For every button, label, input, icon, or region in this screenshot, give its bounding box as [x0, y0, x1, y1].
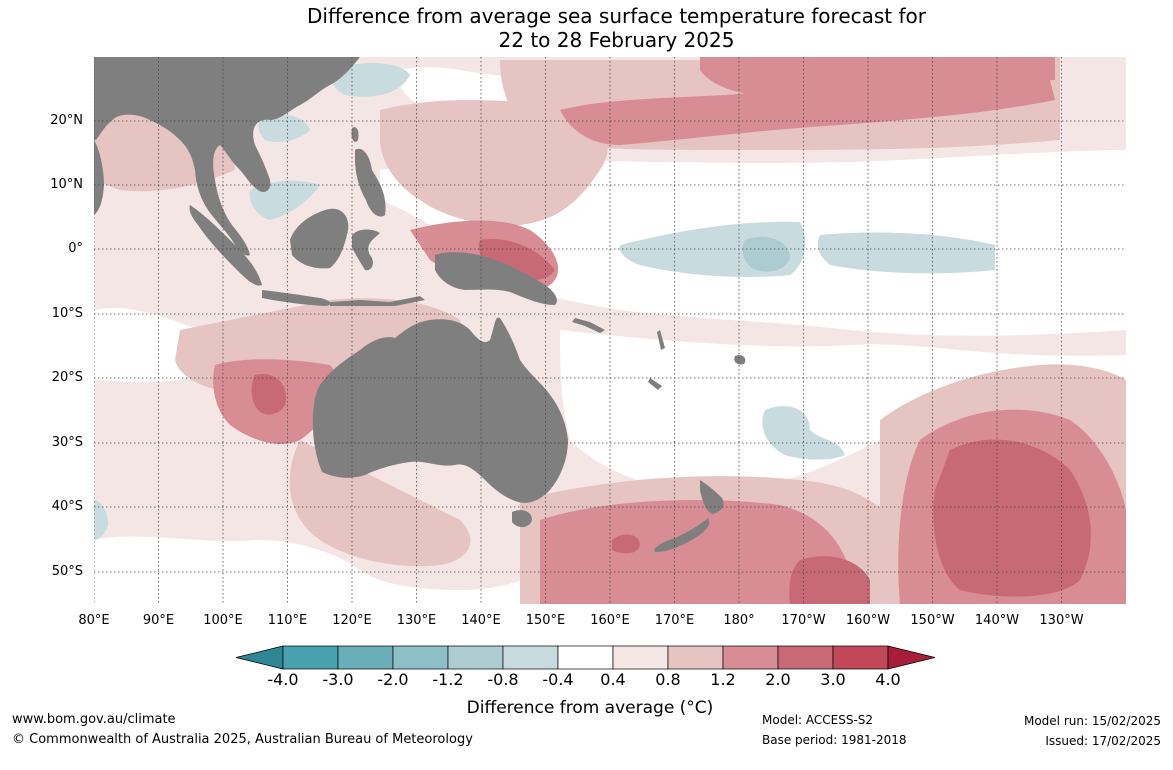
colorbar-tick-label: -1.2 [432, 670, 464, 689]
map-field [94, 57, 1126, 604]
colorbar-tick-label: 1.2 [710, 670, 736, 689]
longitude-label: 130°W [1039, 613, 1084, 628]
anomaly-cool-region [258, 114, 310, 142]
anomaly-cool-region [762, 406, 845, 460]
base-period: Base period: 1981-2018 [762, 733, 907, 747]
colorbar-segment [722, 645, 779, 670]
colorbar-tick-label: -0.8 [487, 670, 519, 689]
anomaly-strong-warm-region [251, 374, 286, 415]
model-run-date: Model run: 15/02/2025 [1023, 714, 1161, 728]
longitude-label: 80°E [78, 613, 110, 628]
longitude-label: 90°E [142, 613, 175, 628]
longitude-label: 100°E [203, 613, 243, 628]
anomaly-strong-warm-region [933, 439, 1091, 597]
latitude-label: 0° [68, 241, 83, 256]
longitude-label: 170°E [654, 613, 695, 628]
colorbar-tick-label: 0.8 [655, 670, 681, 689]
colorbar-extension-high [887, 645, 936, 670]
tasmania [512, 510, 532, 528]
vanuatu [657, 330, 665, 350]
graticule [94, 57, 1126, 604]
new-caledonia [648, 378, 662, 390]
colorbar-segment [832, 645, 889, 670]
taiwan [351, 127, 359, 142]
latitude-label: 20°N [50, 113, 83, 128]
anomaly-warm-region [700, 57, 1055, 96]
colorbar-tick-label: -3.0 [322, 670, 354, 689]
asia-mainland [94, 57, 360, 256]
anomaly-strong-warm-region [612, 534, 640, 554]
longitude-label: 130°E [396, 613, 437, 628]
colorbar-tick-label: 3.0 [820, 670, 846, 689]
solomon-islands [572, 318, 605, 333]
anomaly-cool-region [742, 236, 790, 272]
latitude-label: 10°N [50, 177, 83, 192]
philippines [355, 148, 386, 217]
longitude-label: 140°E [461, 613, 501, 628]
new-zealand-south [654, 518, 710, 552]
latitude-label: 20°S [51, 370, 83, 385]
colorbar-segment [612, 645, 669, 670]
copyright-notice: © Commonwealth of Australia 2025, Austra… [12, 732, 473, 747]
latitude-label: 50°S [51, 564, 83, 579]
longitude-label: 150°W [910, 613, 955, 628]
model-name: Model: ACCESS-S2 [762, 713, 874, 727]
longitude-label: 150°E [525, 613, 566, 628]
longitude-label: 110°E [267, 613, 308, 628]
colorbar-extension-low [235, 645, 284, 670]
colorbar-title: Difference from average (°C) [466, 698, 714, 718]
colorbar-segment [557, 645, 614, 670]
sumatra [189, 205, 262, 286]
new-guinea [435, 252, 557, 305]
colorbar-segment [502, 645, 559, 670]
colorbar-segment [392, 645, 449, 670]
anomaly-near-zero-region [94, 536, 540, 604]
colorbar-segment [667, 645, 724, 670]
borneo [290, 208, 349, 269]
latitude-label: 40°S [51, 499, 83, 514]
colorbar-tick-label: -0.4 [542, 670, 574, 689]
lesser-sunda-islands [330, 296, 425, 306]
longitude-label: 160°W [845, 613, 891, 628]
land-masses [94, 57, 746, 552]
sulawesi [352, 229, 380, 271]
australia [312, 317, 568, 503]
latitude-label: 30°S [51, 435, 83, 450]
colorbar-tick-label: 4.0 [875, 670, 901, 689]
longitude-label: 120°E [332, 613, 372, 628]
colorbar [235, 645, 936, 670]
colorbar-tick-label: -4.0 [267, 670, 299, 689]
fiji [734, 355, 746, 365]
anomaly-warm-region [540, 500, 850, 604]
anomaly-strong-warm-region [789, 556, 870, 604]
anomaly-near-zero-region [560, 330, 1126, 490]
java [262, 290, 331, 306]
anomaly-cool-region [329, 63, 410, 97]
latitude-label: 10°S [51, 306, 83, 321]
india-peninsula [94, 140, 104, 215]
longitude-label: 170°W [781, 613, 826, 628]
longitude-label: 160°E [590, 613, 630, 628]
colorbar-segment [282, 645, 339, 670]
title-line-1: Difference from average sea surface temp… [306, 4, 926, 28]
colorbar-segment [447, 645, 504, 670]
longitude-label: 180° [723, 613, 755, 628]
colorbar-tick-label: -2.0 [377, 670, 409, 689]
bom-url: www.bom.gov.au/climate [12, 712, 176, 727]
colorbar-tick-label: 0.4 [600, 670, 626, 689]
longitude-label: 140°W [974, 613, 1020, 628]
issued-date: Issued: 17/02/2025 [1045, 734, 1161, 748]
title-line-2: 22 to 28 February 2025 [498, 28, 735, 52]
anomaly-warm-region [560, 80, 1055, 145]
colorbar-tick-label: 2.0 [765, 670, 791, 689]
colorbar-segment [777, 645, 834, 670]
anomaly-cool-region [94, 500, 108, 540]
new-zealand-north [700, 480, 724, 514]
colorbar-segment [337, 645, 394, 670]
map-title: Difference from average sea surface temp… [0, 4, 1173, 52]
anomaly-cool-region [817, 232, 995, 274]
